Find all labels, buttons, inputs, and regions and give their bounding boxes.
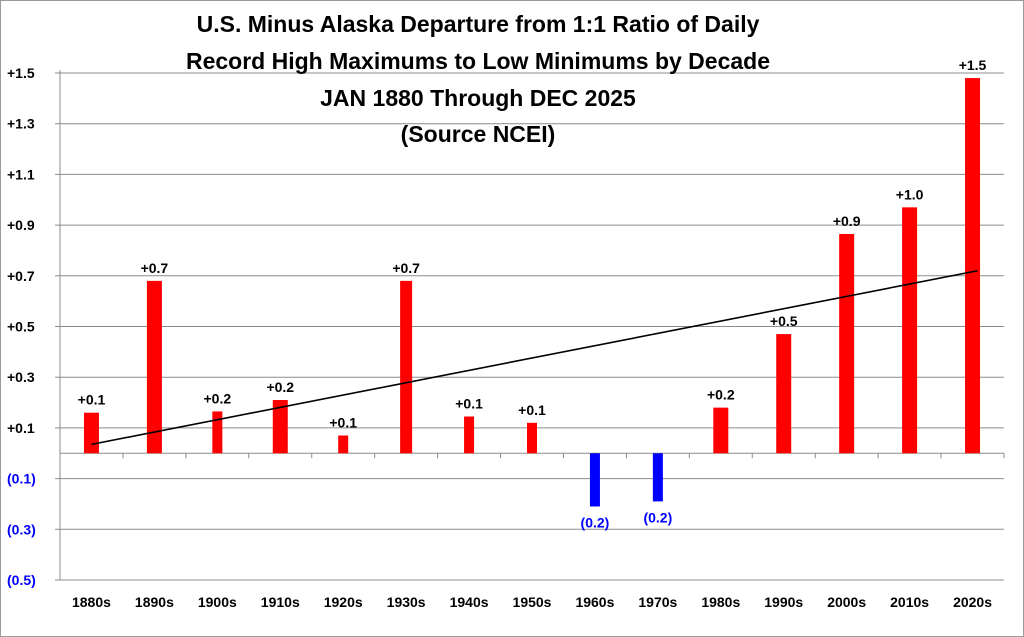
x-tick-label: 2010s (890, 594, 929, 610)
data-labels: +0.1 +0.7 +0.2 +0.2 +0.1 +0.7 +0.1 +0.1 (0.2) (0.… (78, 57, 987, 530)
bar (652, 453, 663, 502)
x-tick-label: 1940s (450, 594, 489, 610)
data-label: +1.0 (896, 186, 924, 202)
x-tick-label: 1930s (387, 594, 426, 610)
y-tick-label: +0.7 (7, 268, 35, 284)
data-label: (0.2) (581, 514, 610, 530)
data-label: +0.7 (392, 260, 420, 276)
chart-title-line-3: JAN 1880 Through DEC 2025 (320, 85, 636, 111)
bar (713, 407, 729, 454)
chart-title-line-2: Record High Maximums to Low Minimums by … (186, 48, 770, 74)
bar (965, 78, 981, 454)
bar (400, 280, 413, 454)
x-tick-label: 2020s (953, 594, 992, 610)
y-tick-label: +0.3 (7, 369, 35, 385)
y-tick-label: (0.1) (7, 471, 36, 487)
x-tick-label: 1960s (575, 594, 614, 610)
x-tick-label: 1970s (638, 594, 677, 610)
x-tick-label: 1980s (701, 594, 740, 610)
y-tick-label: +1.5 (7, 65, 35, 81)
bar (464, 416, 475, 454)
data-label: +0.1 (78, 392, 106, 408)
data-label: +0.2 (204, 390, 232, 406)
x-tick-label: 1900s (198, 594, 237, 610)
bars (83, 78, 981, 507)
x-tick-label: 1910s (261, 594, 300, 610)
bar (83, 412, 99, 454)
bar (527, 422, 537, 454)
bar (272, 400, 288, 454)
data-label: +0.1 (455, 395, 483, 411)
data-label: +0.2 (266, 379, 294, 395)
bar (902, 207, 918, 454)
bar (776, 334, 792, 454)
data-label: +0.9 (833, 213, 861, 229)
x-tick-label: 1920s (324, 594, 363, 610)
x-tick-label: 1880s (72, 594, 111, 610)
chart-title-line-1: U.S. Minus Alaska Departure from 1:1 Rat… (197, 11, 760, 37)
bar (146, 280, 162, 454)
data-label: +0.2 (707, 387, 735, 403)
trendline (91, 269, 978, 446)
y-tick-label: +0.1 (7, 420, 35, 436)
y-tick-label: +0.5 (7, 319, 35, 335)
data-label: +0.7 (141, 260, 169, 276)
y-tick-label: (0.5) (7, 572, 36, 588)
data-label: +0.1 (518, 402, 546, 418)
gridlines (55, 72, 1004, 581)
data-label: +0.1 (329, 415, 357, 431)
x-tick-label: 1990s (764, 594, 803, 610)
data-label: +0.5 (770, 313, 798, 329)
y-tick-label: +1.1 (7, 166, 35, 182)
bar (338, 435, 349, 454)
bar (839, 233, 855, 454)
chart-title-line-4: (Source NCEI) (401, 121, 556, 147)
x-tick-label: 1890s (135, 594, 174, 610)
y-axis-tick-labels: +1.5 +1.3 +1.1 +0.9 +0.7 +0.5 +0.3 +0.1 (0.1) (0.… (7, 65, 36, 588)
data-label: (0.2) (643, 509, 672, 525)
x-axis-tick-labels: 1880s 1890s 1900s 1910s 1920s 1930s 1940s 1950s… (72, 453, 1005, 610)
x-tick-label: 2000s (827, 594, 866, 610)
y-tick-label: +0.9 (7, 217, 35, 233)
chart-title: U.S. Minus Alaska Departure from 1:1 Rat… (186, 11, 770, 147)
x-tick-label: 1950s (513, 594, 552, 610)
data-label: +1.5 (959, 57, 987, 73)
y-tick-label: +1.3 (7, 116, 35, 132)
bar (589, 453, 600, 507)
bar (212, 411, 223, 454)
y-tick-label: (0.3) (7, 521, 36, 537)
